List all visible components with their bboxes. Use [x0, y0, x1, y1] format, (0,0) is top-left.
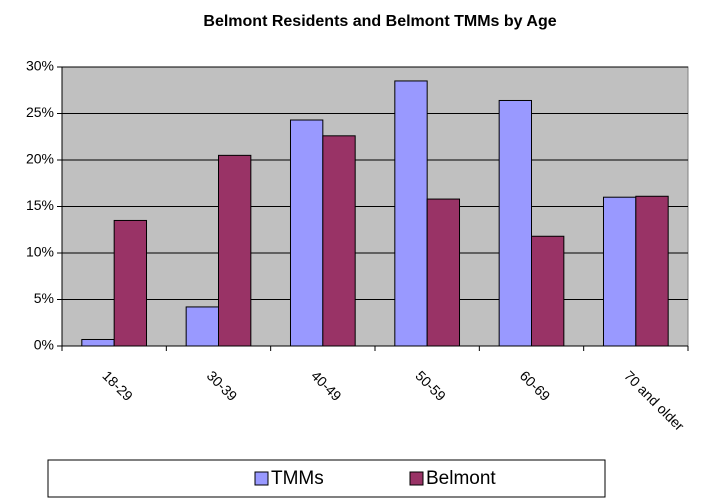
x-tick-label: 40-49: [308, 367, 345, 404]
bar: [218, 154, 252, 347]
y-tick-label: 15%: [26, 197, 54, 213]
legend-label: Belmont: [426, 468, 496, 489]
legend-swatch: [409, 471, 424, 486]
legend-box: [47, 459, 606, 498]
y-tick-label: 20%: [26, 151, 54, 167]
y-tick-label: 25%: [26, 104, 54, 120]
x-tick-label: 70 and older: [621, 367, 688, 434]
bar: [289, 119, 324, 347]
bar: [498, 99, 533, 347]
y-tick-label: 5%: [34, 290, 54, 306]
legend-swatch: [254, 471, 269, 486]
bar: [81, 338, 115, 347]
x-tick-label: 60-69: [517, 367, 554, 404]
bar: [322, 135, 356, 347]
y-tick-label: 10%: [26, 244, 54, 260]
bar: [602, 196, 637, 347]
bar: [635, 195, 669, 347]
y-tick-label: 30%: [26, 58, 54, 74]
x-tick-label: 30-39: [204, 367, 241, 404]
legend-label: TMMs: [271, 468, 324, 489]
bar: [394, 80, 428, 347]
bar: [113, 219, 148, 347]
x-tick-label: 18-29: [99, 367, 136, 404]
chart-title: Belmont Residents and Belmont TMMs by Ag…: [203, 13, 556, 30]
y-tick-label: 0%: [34, 337, 54, 353]
bar: [531, 235, 565, 347]
bar: [426, 198, 461, 347]
x-tick-label: 50-59: [412, 367, 449, 404]
bar: [185, 306, 219, 347]
